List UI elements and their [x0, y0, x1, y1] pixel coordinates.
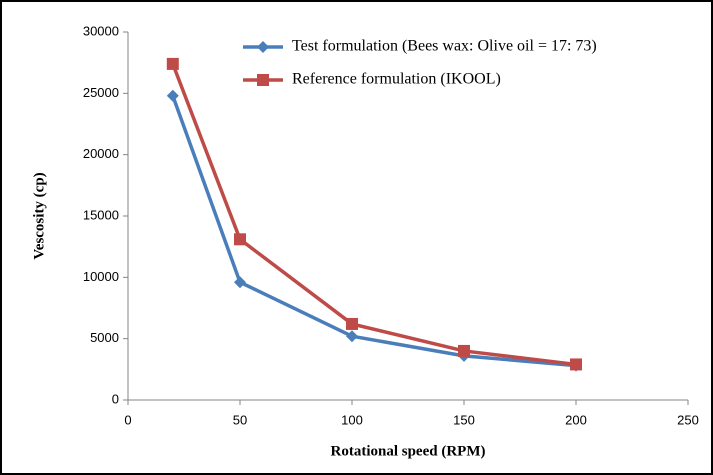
y-tick-label: 10000: [83, 269, 119, 284]
x-tick-label: 150: [453, 412, 475, 427]
data-point: [346, 330, 358, 343]
x-tick-label: 250: [677, 412, 699, 427]
data-point: [570, 358, 582, 371]
y-tick-label: 30000: [83, 23, 119, 38]
data-point: [234, 233, 246, 246]
x-tick-label: 0: [124, 412, 131, 427]
data-point: [166, 57, 179, 70]
legend-label: Test formulation (Bees wax: Olive oil = …: [292, 38, 597, 55]
x-tick-label: 100: [341, 412, 363, 427]
data-point: [234, 276, 246, 289]
legend-marker: [257, 41, 269, 53]
data-point: [346, 317, 358, 330]
y-tick-label: 0: [112, 391, 119, 406]
y-tick-label: 15000: [83, 207, 119, 222]
x-tick-label: 50: [233, 412, 247, 427]
data-point: [166, 89, 179, 102]
y-tick-label: 5000: [90, 330, 119, 345]
y-axis-label: Vescosity (cp): [31, 172, 47, 259]
x-axis-label: Rotational speed (RPM): [331, 443, 486, 459]
x-tick-label: 200: [565, 412, 587, 427]
legend-marker: [257, 74, 269, 86]
data-point: [458, 344, 470, 357]
y-tick-label: 25000: [83, 85, 119, 100]
legend-label: Reference formulation (IKOOL): [292, 71, 501, 88]
y-tick-label: 20000: [83, 146, 119, 161]
